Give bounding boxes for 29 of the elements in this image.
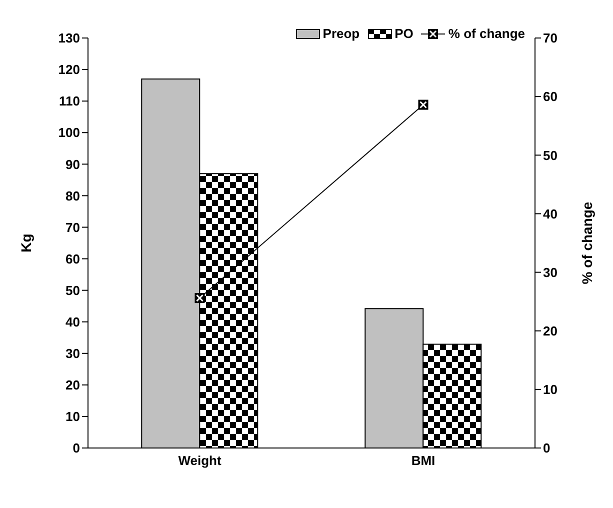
- y-tick-label: 90: [66, 156, 80, 172]
- y-tick-label: 20: [66, 378, 80, 393]
- y-tick-label: 110: [59, 94, 80, 109]
- x-tick-label: BMI: [411, 453, 436, 468]
- y-tick-label: 50: [66, 282, 80, 298]
- y2-tick-label: 20: [543, 323, 558, 338]
- y2-tick-label: 70: [543, 30, 558, 46]
- y2-tick-label: 60: [543, 89, 558, 104]
- y-tick-label: 0: [72, 440, 80, 456]
- y-tick-label: 130: [58, 30, 80, 46]
- y-tick-label: 80: [66, 188, 80, 204]
- y2-tick-label: 10: [543, 382, 558, 398]
- y-tick-label: 40: [66, 314, 80, 330]
- x-tick-label: Weight: [178, 453, 222, 468]
- y-tick-label: 70: [66, 220, 80, 235]
- y-tick-label: 100: [58, 125, 80, 140]
- y-tick-label: 30: [66, 346, 80, 361]
- y2-tick-label: 50: [543, 148, 558, 163]
- y-tick-label: 10: [66, 409, 80, 424]
- y-tick-label: 60: [66, 251, 80, 266]
- y2-tick-label: 30: [543, 264, 558, 280]
- legend-label: % of change: [447, 26, 525, 41]
- y-axis-title: Kg: [18, 234, 34, 252]
- y-tick-label: 120: [58, 62, 80, 78]
- y2-tick-label: 0: [543, 440, 550, 456]
- legend-label: Preop: [322, 26, 360, 41]
- y2-axis-title: % of change: [578, 202, 595, 284]
- y2-tick-label: 40: [543, 206, 558, 222]
- legend-label: PO: [394, 26, 414, 41]
